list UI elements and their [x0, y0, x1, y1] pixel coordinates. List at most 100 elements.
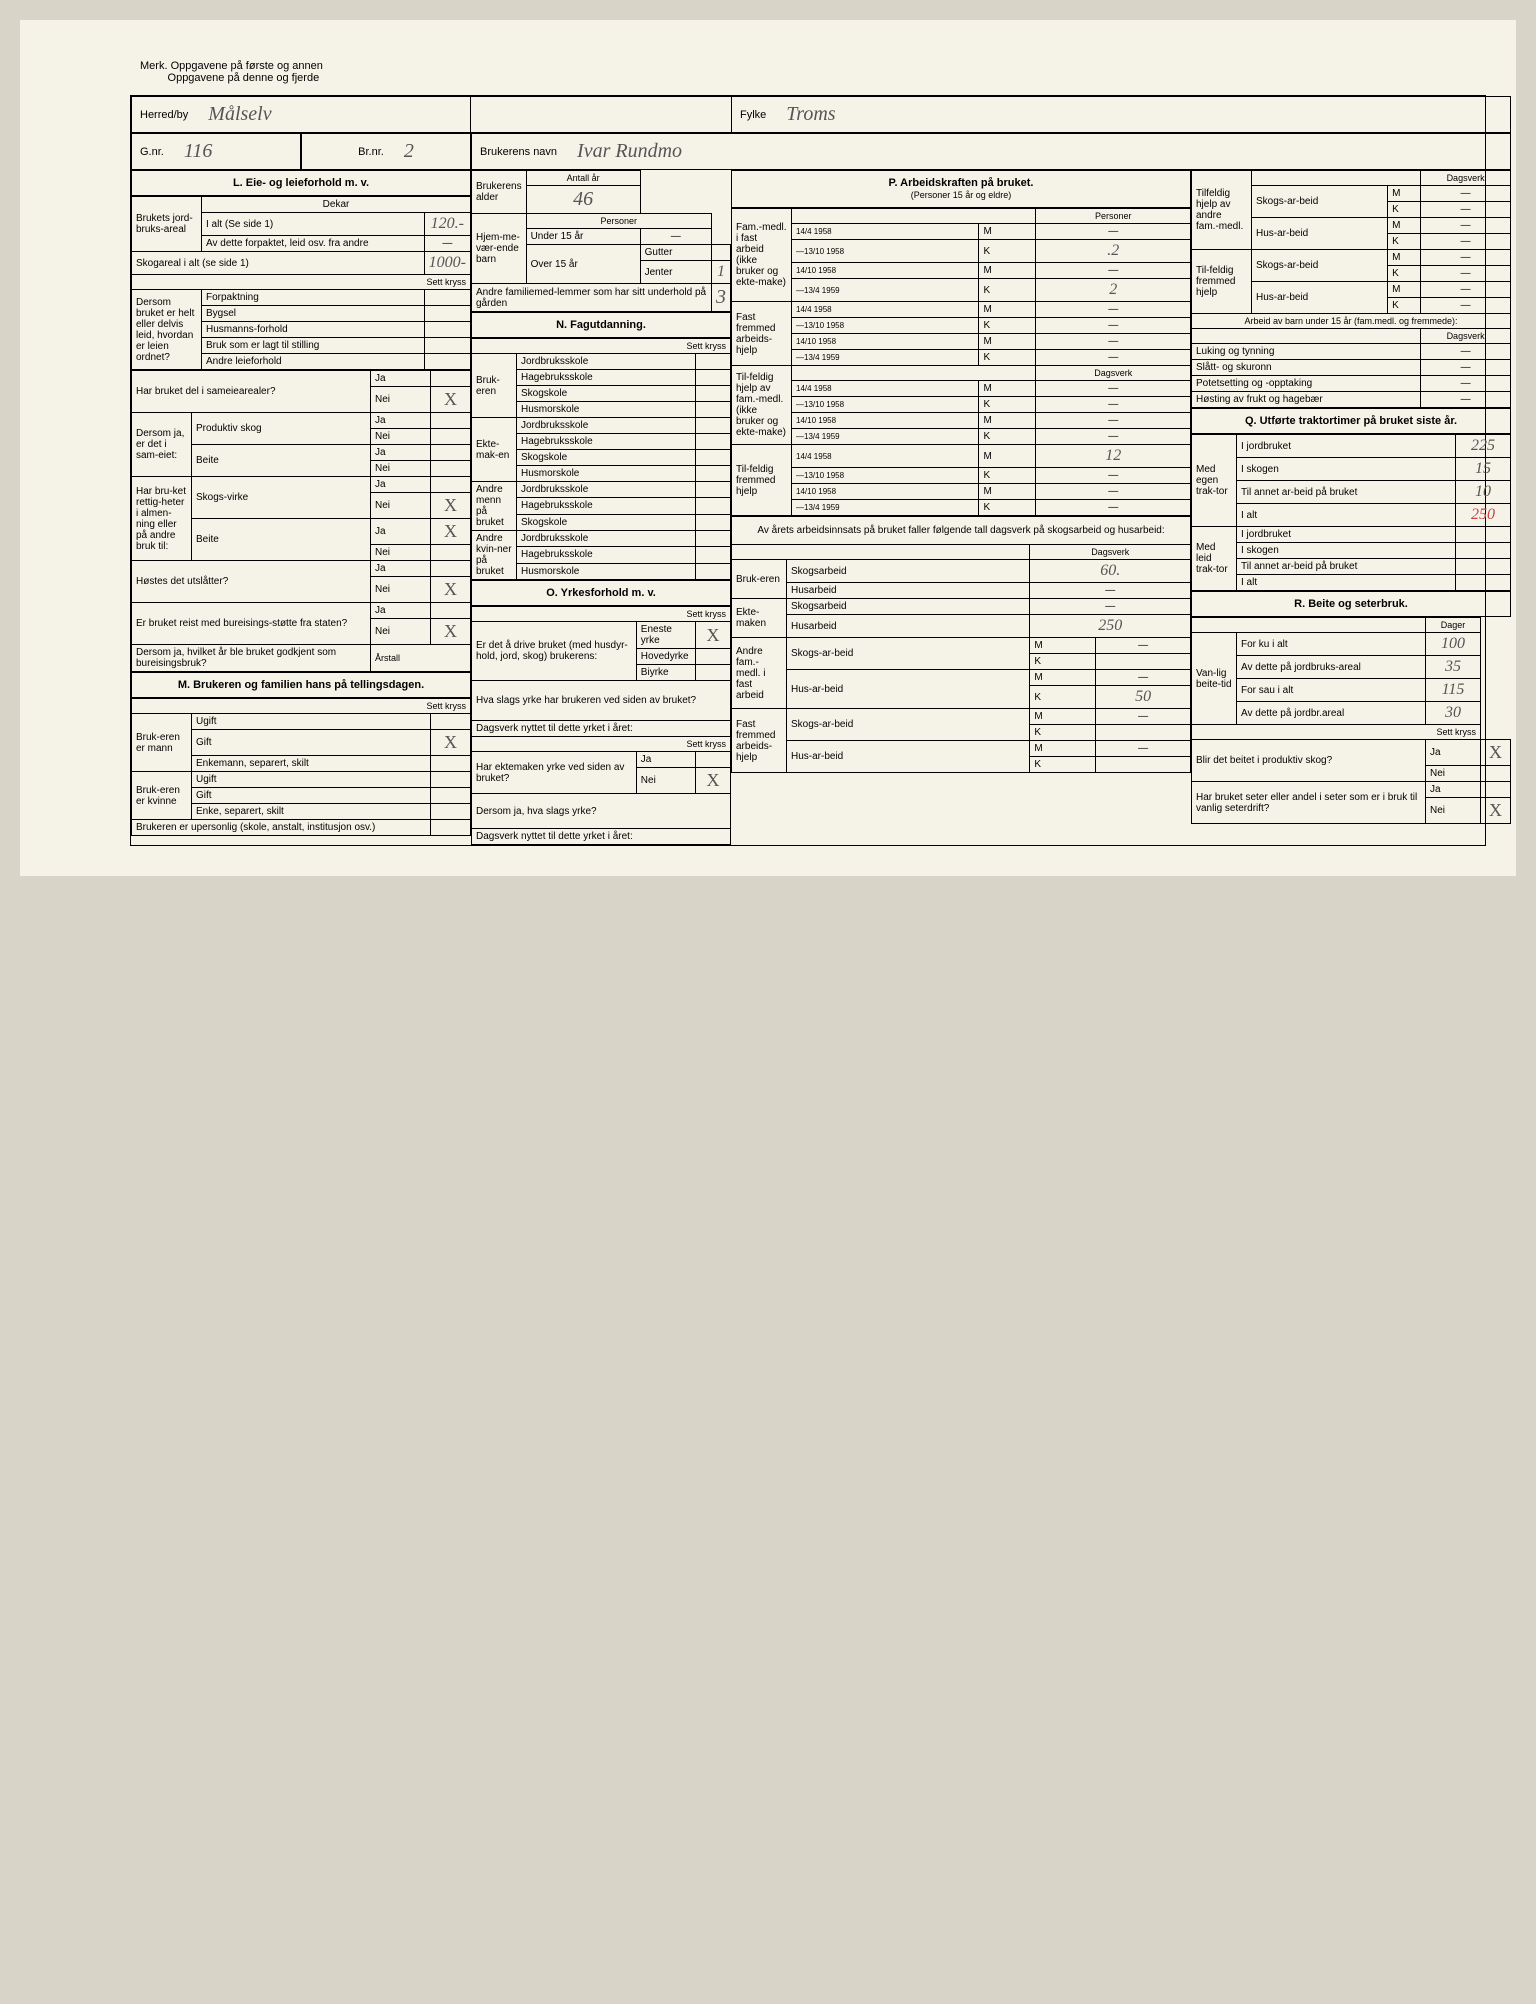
brnr-cell: Br.nr. 2	[301, 133, 471, 170]
p-hus-arbeid: Hus-ar-beid	[787, 670, 1030, 709]
beite-ja-x: X	[431, 519, 471, 545]
r-sett-kryss: Sett kryss	[1192, 725, 1481, 740]
avdette-label: Av dette forpaktet, leid osv. fra andre	[202, 236, 425, 252]
c4-dagsverk2: Dagsverk	[1421, 329, 1511, 344]
ja5: Ja	[371, 519, 431, 545]
section-p-title: P. Arbeidskraften på bruket. (Personer 1…	[731, 170, 1191, 208]
under15-val: —	[640, 229, 711, 245]
c4-potet: Potetsetting og -opptaking	[1192, 376, 1421, 392]
nei4: Nei	[371, 493, 431, 519]
n-andre-menn: Andre menn på bruket	[472, 482, 517, 531]
p-m6: M	[979, 413, 1036, 429]
column-2: Brukerens alder Antall år 46 Hjem-me-vær…	[471, 170, 731, 845]
p-hus-arbeid2: Hus-ar-beid	[787, 741, 1030, 773]
n-husmor4: Husmorskole	[517, 563, 696, 579]
p-k3: K	[979, 318, 1036, 334]
c4-k2: K	[1388, 234, 1421, 250]
p-50: 50	[1096, 686, 1191, 709]
o-biyrke: Biyrke	[636, 665, 695, 681]
bygsel: Bygsel	[202, 306, 425, 322]
section-l-title: L. Eie- og leieforhold m. v.	[131, 170, 471, 196]
har-bruket-rettig: Har bru-ket rettig-heter i almen-ning el…	[132, 477, 192, 561]
q-ialt: I alt	[1237, 504, 1456, 527]
p-title: P. Arbeidskraften på bruket.	[889, 177, 1034, 189]
header-row-2: G.nr. 116 Br.nr. 2 Brukerens navn Ivar R…	[131, 133, 1511, 170]
c4-m1: M	[1388, 186, 1421, 202]
col4-table1: Tilfeldig hjelp av andre fam.-medl. Dags…	[1191, 170, 1511, 408]
p-personer: Personer	[1036, 209, 1191, 224]
q-skogen2: I skogen	[1237, 543, 1456, 559]
r-av-dette-jord-val: 35	[1426, 656, 1481, 679]
c4-tilfeldig-fremmed: Til-feldig fremmed hjelp	[1192, 250, 1252, 314]
p-k1-val: .2	[1036, 240, 1191, 263]
er-bruket: Er bruket reist med bureisings-støtte fr…	[132, 603, 371, 645]
p-skogs-arbeid: Skogs-ar-beid	[787, 638, 1030, 670]
dekar-header: Dekar	[202, 197, 471, 213]
n-husmor1: Husmorskole	[517, 402, 696, 418]
c4-arbeid-barn: Arbeid av barn under 15 år (fam.medl. og…	[1192, 314, 1511, 329]
n-skog1: Skogskole	[517, 386, 696, 402]
c4-k3: K	[1388, 266, 1421, 282]
p-1958b2: —13/10 1958	[792, 318, 979, 334]
o-dagsverk1: Dagsverk nyttet til dette yrket i året:	[472, 721, 731, 737]
section-m-table: Sett kryss Bruk-eren er mann Ugift GiftX…	[131, 698, 471, 836]
herred-label: Herred/by	[140, 109, 188, 121]
r-ja-x: X	[1481, 740, 1511, 766]
p-1958c3: 14/10 1958	[792, 413, 979, 429]
hjemme: Hjem-me-vær-ende barn	[472, 214, 527, 284]
p-skogs-arbeid2: Skogs-ar-beid	[787, 709, 1030, 741]
r-nei-x: X	[1481, 798, 1511, 824]
dersom-ja: Dersom ja, er det i sam-eiet:	[132, 413, 192, 477]
fylke-value: Troms	[786, 103, 835, 126]
jenter-val: 1	[711, 261, 730, 284]
n-brukeren: Bruk-eren	[472, 354, 517, 418]
p-m7: M	[979, 445, 1036, 468]
ialt-label: I alt (Se side 1)	[202, 213, 425, 236]
q-annet-val: 10	[1456, 481, 1511, 504]
p-k8: K	[979, 500, 1036, 516]
o-nei-x: X	[696, 768, 731, 794]
ja2: Ja	[371, 413, 431, 429]
c4-luking: Luking og tynning	[1192, 344, 1421, 360]
gutter: Gutter	[640, 245, 711, 261]
navn-cell: Brukerens navn Ivar Rundmo	[471, 133, 1511, 170]
column-1: L. Eie- og leieforhold m. v. Brukets jor…	[131, 170, 471, 845]
n-jordbruk4: Jordbruksskole	[517, 531, 696, 547]
census-form-page: Merk. Oppgavene på første og annen Oppga…	[20, 20, 1516, 876]
n-ekte: Ekte-mak-en	[472, 418, 517, 482]
p-m5: M	[979, 381, 1036, 397]
r-har-bruket: Har bruket seter eller andel i seter som…	[1192, 782, 1426, 824]
section-o-table: Sett kryss Er det å drive bruket (med hu…	[471, 606, 731, 845]
n-hagebruk4: Hagebruksskole	[517, 547, 696, 563]
gnr-value: 116	[184, 140, 213, 163]
alder-table: Brukerens alder Antall år 46 Hjem-me-vær…	[471, 170, 731, 312]
p-dagsverk: Dagsverk	[1036, 366, 1191, 381]
o-hoved: Hovedyrke	[636, 649, 695, 665]
p-m2: M	[979, 263, 1036, 279]
skogareal-value: 1000-	[424, 252, 470, 275]
r-av-dette-jord2-val: 30	[1426, 702, 1481, 725]
r-ja2: Ja	[1426, 782, 1481, 798]
nei7: Nei	[371, 619, 431, 645]
p-skogsarbeid-val: 60.	[1030, 560, 1191, 583]
section-p-table1: Fam.-medl. i fast arbeid (ikke bruker og…	[731, 208, 1191, 516]
herred-cell: Herred/by Målselv	[131, 96, 471, 133]
arstall: Årstall	[371, 645, 471, 672]
q-jordbruket2: I jordbruket	[1237, 527, 1456, 543]
p-fast-fremmed2: Fast fremmed arbeids-hjelp	[732, 709, 787, 773]
skogareal-label: Skogareal i alt (se side 1)	[132, 252, 425, 275]
p-tilfeldig-fremmed: Til-feldig fremmed hjelp	[732, 445, 792, 516]
c4-hus: Hus-ar-beid	[1252, 218, 1388, 250]
navn-label: Brukerens navn	[480, 146, 557, 158]
o-eneste: Eneste yrke	[636, 622, 695, 649]
husmanns: Husmanns-forhold	[202, 322, 425, 338]
section-q-title: Q. Utførte traktortimer på bruket siste …	[1191, 408, 1511, 434]
p-av-arets: Av årets arbeidsinnsats på bruket faller…	[732, 517, 1191, 545]
p-m11: M	[1030, 709, 1096, 725]
n-jordbruk1: Jordbruksskole	[517, 354, 696, 370]
ugift1: Ugift	[192, 714, 431, 730]
r-for-sau-val: 115	[1426, 679, 1481, 702]
har-bruket: Har bruket del i sameiearealer?	[132, 371, 371, 413]
nei2: Nei	[371, 429, 431, 445]
ja3: Ja	[371, 445, 431, 461]
